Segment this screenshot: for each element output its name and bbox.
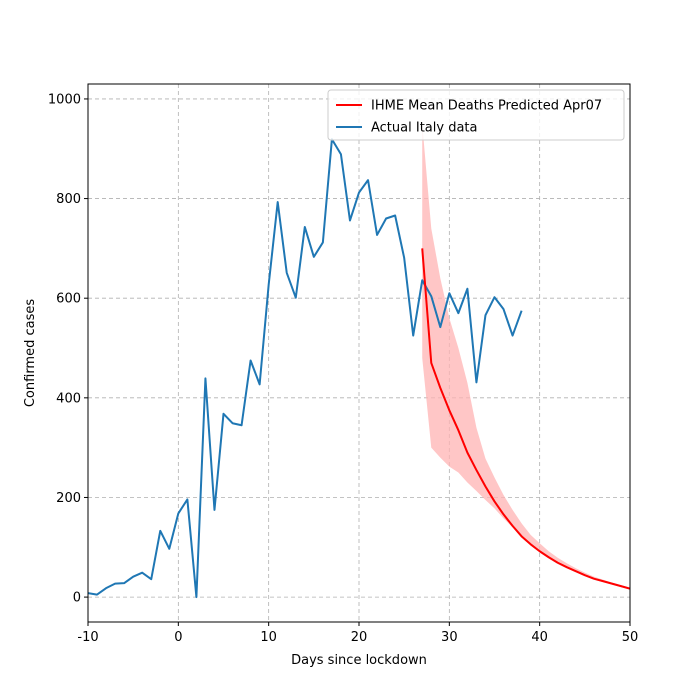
legend: IHME Mean Deaths Predicted Apr07 Actual … bbox=[327, 89, 625, 141]
x-tick-label: 50 bbox=[622, 630, 639, 645]
legend-label-predicted: IHME Mean Deaths Predicted Apr07 bbox=[371, 99, 602, 114]
y-tick-label: 1000 bbox=[48, 92, 81, 107]
x-tick-label: 0 bbox=[174, 630, 182, 645]
x-tick-label: 20 bbox=[351, 630, 368, 645]
prediction-band-layer bbox=[422, 123, 630, 590]
actual-italy-line bbox=[88, 138, 523, 599]
y-tick-label: 600 bbox=[56, 292, 81, 307]
y-tick-label: 800 bbox=[56, 192, 81, 207]
x-tick-label: -10 bbox=[77, 630, 98, 645]
series-layer bbox=[88, 138, 630, 599]
predicted-deaths-line bbox=[421, 248, 630, 590]
y-axis-label: Confirmed cases bbox=[23, 299, 38, 408]
tick-layer: -10 0 10 20 30 40 50 0 200 400 600 800 1000 bbox=[48, 92, 638, 645]
x-tick-label: 10 bbox=[260, 630, 277, 645]
y-tick-label: 200 bbox=[56, 491, 81, 506]
x-axis-label: Days since lockdown bbox=[291, 653, 427, 668]
legend-box bbox=[327, 89, 625, 141]
y-tick-label: 0 bbox=[73, 591, 81, 606]
x-tick-label: 40 bbox=[531, 630, 548, 645]
prediction-uncertainty-band bbox=[422, 123, 630, 590]
legend-label-actual: Actual Italy data bbox=[371, 121, 477, 136]
y-tick-label: 400 bbox=[56, 391, 81, 406]
x-tick-label: 30 bbox=[441, 630, 458, 645]
